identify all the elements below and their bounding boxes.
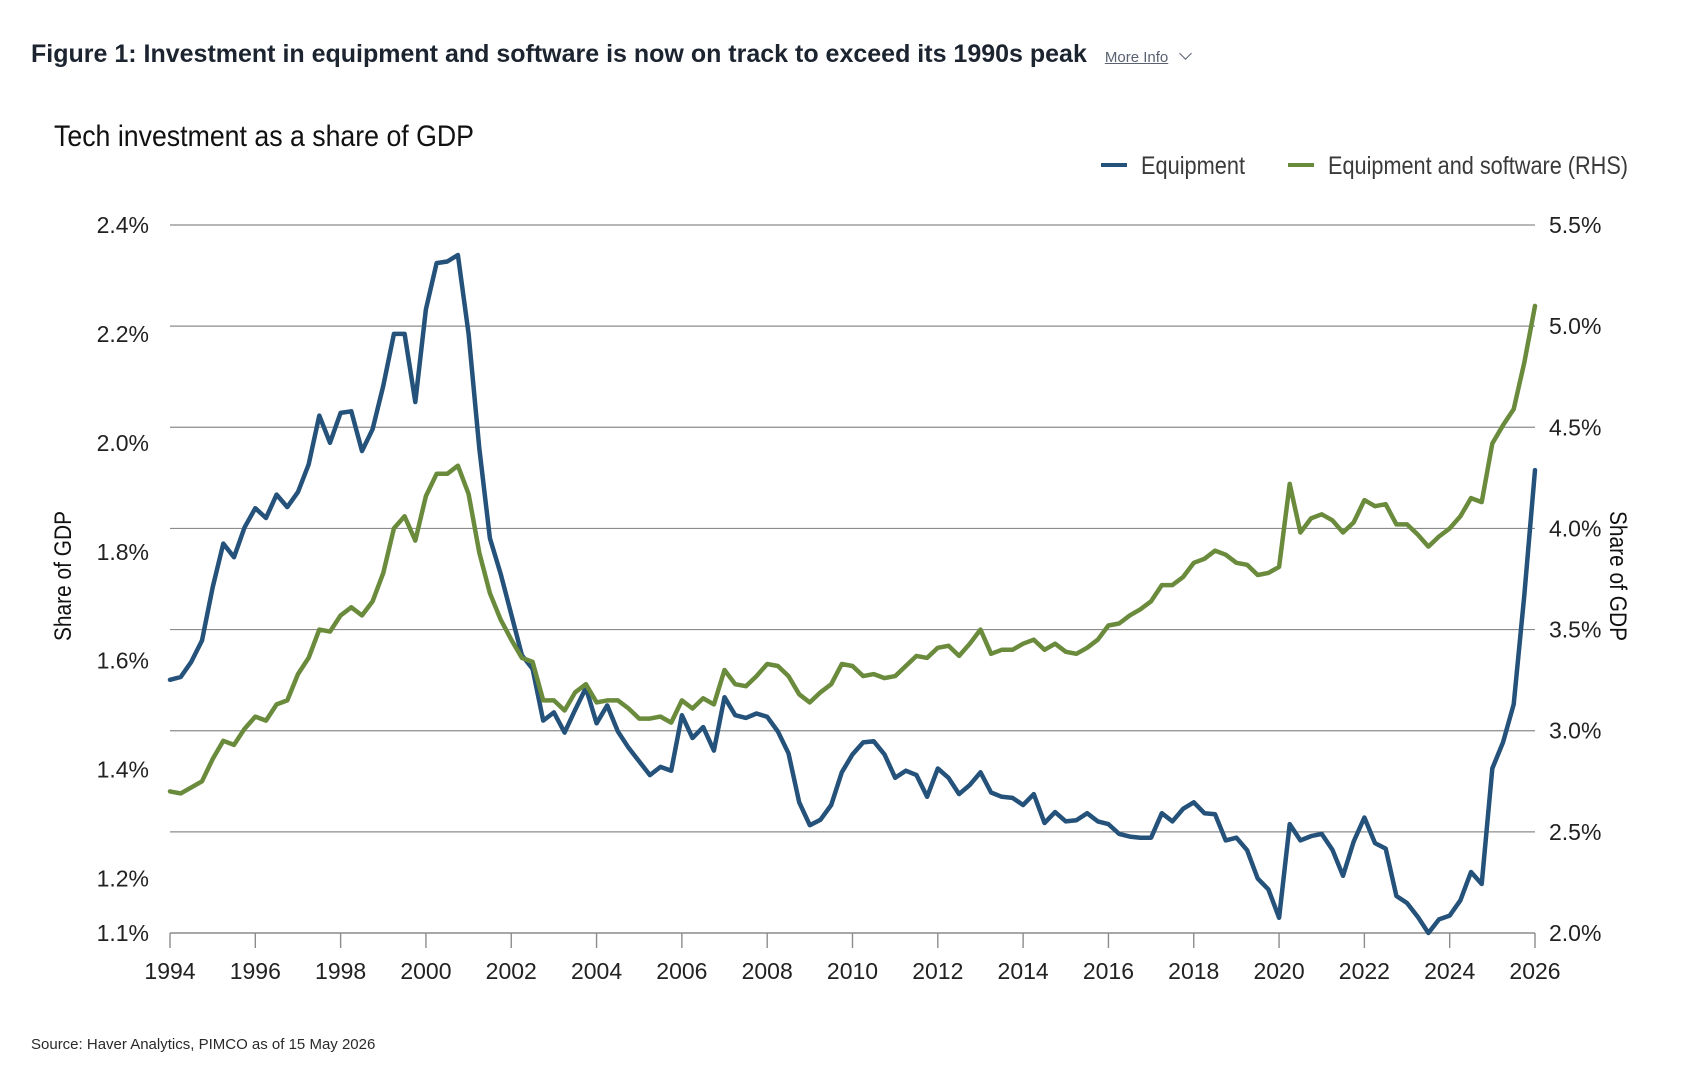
line-chart: Tech investment as a share of GDP Equipm… [50, 120, 1631, 984]
series-line-equipment [167, 252, 1538, 936]
y-tick-label-right: 2.0% [1549, 920, 1601, 946]
more-info-link[interactable]: More Info [1104, 47, 1193, 66]
source-note: Source: Haver Analytics, PIMCO as of 15 … [31, 1036, 376, 1053]
legend: Equipment Equipment and software (RHS) [1101, 152, 1628, 180]
x-axis: 1994 1996 1998 2000 2002 2004 2006 2008 2010 2012… [144, 932, 1561, 984]
legend-label-equipment-and-software: Equipment and software (RHS) [1328, 152, 1628, 180]
x-tick-label: 2026 [1509, 958, 1560, 984]
y-tick-label-left: 1.8% [97, 539, 149, 565]
y-tick-label-right: 4.5% [1549, 414, 1601, 440]
y-tick-label-left: 1.6% [97, 648, 149, 674]
series-lines [167, 252, 1538, 936]
y-tick-label-left: 1.2% [97, 866, 149, 892]
x-tick-label: 2000 [400, 958, 451, 984]
x-tick-label: 1996 [230, 958, 281, 984]
x-tick-label: 2012 [912, 958, 963, 984]
chart-title: Tech investment as a share of GDP [54, 120, 474, 153]
y-axis-left: 2.4% 2.2% 2.0% 1.8% 1.6% 1.4% 1.2% 1.1% [97, 212, 149, 946]
x-tick-label: 2018 [1168, 958, 1219, 984]
x-tick-label: 1994 [144, 958, 195, 984]
y-tick-label-right: 5.5% [1549, 212, 1601, 238]
x-tick-label: 2014 [998, 958, 1049, 984]
x-tick-label: 2004 [571, 958, 622, 984]
y-tick-label-left: 2.2% [97, 321, 149, 347]
x-tick-label: 2006 [656, 958, 707, 984]
y-tick-label-left: 2.0% [97, 430, 149, 456]
figure-header: Figure 1: Investment in equipment and so… [31, 40, 1193, 69]
x-tick-label: 2010 [827, 958, 878, 984]
x-tick-label: 2022 [1339, 958, 1390, 984]
y-tick-label-right: 2.5% [1549, 819, 1601, 845]
legend-label-equipment: Equipment [1141, 152, 1245, 180]
x-tick-label: 2008 [742, 958, 793, 984]
y-axis-left-label: Share of GDP [50, 511, 77, 641]
figure-title: Figure 1: Investment in equipment and so… [31, 40, 1087, 68]
series-line-equipment-and-software [167, 303, 1538, 796]
x-tick-label: 2020 [1253, 958, 1304, 984]
x-tick-label: 2016 [1083, 958, 1134, 984]
y-tick-label-left: 1.1% [97, 920, 149, 946]
y-axis-right-label: Share of GDP [1604, 511, 1631, 641]
y-tick-label-right: 4.0% [1549, 515, 1601, 541]
y-tick-label-left: 1.4% [97, 757, 149, 783]
gridlines [170, 224, 1535, 833]
more-info-label: More Info [1104, 49, 1169, 66]
x-tick-label: 2002 [486, 958, 537, 984]
y-tick-label-right: 3.0% [1549, 718, 1601, 744]
y-axis-right: 5.5% 5.0% 4.5% 4.0% 3.5% 3.0% 2.5% 2.0% [1549, 212, 1601, 946]
x-tick-label: 2024 [1424, 958, 1475, 984]
x-tick-label: 1998 [315, 958, 366, 984]
y-tick-label-right: 5.0% [1549, 313, 1601, 339]
y-tick-label-left: 2.4% [97, 212, 149, 238]
y-tick-label-right: 3.5% [1549, 617, 1601, 643]
